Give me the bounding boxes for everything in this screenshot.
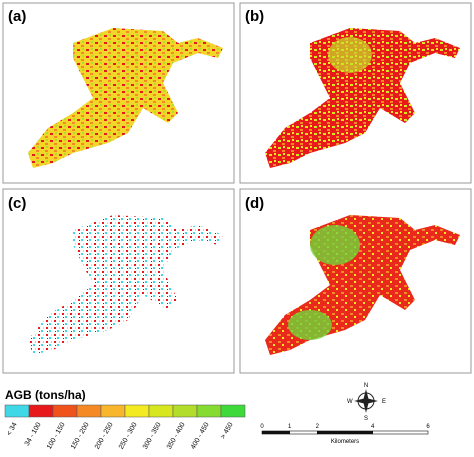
legend-label: 400 - 450 [190, 421, 211, 450]
scale-segment [372, 430, 429, 435]
scale-tick-label: 6 [426, 424, 430, 430]
legend-swatch [76, 404, 102, 418]
compass-star [354, 389, 378, 413]
scale-segment [261, 430, 290, 435]
legend-label: < 34 [6, 421, 19, 437]
scale-bar: 0 1 2 4 6 Kilometers [260, 424, 430, 445]
legend-label: 300 - 350 [142, 421, 163, 450]
compass-n: N [364, 383, 368, 389]
scale-segment [289, 430, 318, 435]
legend-swatch [28, 404, 54, 418]
legend: < 34 34 - 100 100 - 150 150 - 200 200 - 250 2… [4, 404, 246, 451]
legend-title: AGB (tons/ha) [5, 388, 86, 402]
scale-tick-label: 1 [288, 424, 292, 430]
legend-label: 100 - 150 [46, 421, 67, 450]
legend-swatch [148, 404, 174, 418]
panel-label: (c) [8, 195, 26, 212]
map-patch [310, 225, 360, 265]
panel-c: (c) [2, 188, 235, 374]
legend-swatch [124, 404, 150, 418]
legend-swatch [172, 404, 198, 418]
legend-swatch [4, 404, 30, 418]
legend-swatch [100, 404, 126, 418]
legend-label: 250 - 300 [118, 421, 139, 450]
panel-a: (a) [2, 2, 235, 184]
panel-d: (d) [239, 188, 472, 374]
panel-label: (d) [245, 195, 264, 212]
legend-label: 350 - 400 [166, 421, 187, 450]
map-patch [328, 37, 372, 73]
scale-segment [317, 430, 373, 435]
legend-label: 200 - 250 [94, 421, 115, 450]
compass-w: W [347, 399, 353, 405]
legend-swatch [196, 404, 222, 418]
compass: N S E W [347, 383, 386, 422]
legend-label: 150 - 200 [70, 421, 91, 450]
legend-swatch [220, 404, 246, 418]
scale-unit: Kilometers [331, 439, 359, 445]
map-patch [288, 310, 332, 340]
scale-tick-label: 0 [260, 424, 264, 430]
legend-label: 34 - 100 [24, 421, 43, 447]
compass-s: S [364, 416, 368, 422]
scale-tick-label: 2 [316, 424, 320, 430]
scale-tick-label: 4 [371, 424, 375, 430]
compass-e: E [382, 399, 386, 405]
panel-b: (b) [239, 2, 472, 184]
panel-label: (b) [245, 8, 264, 25]
panel-label: (a) [8, 8, 26, 25]
legend-swatch [52, 404, 78, 418]
legend-label: > 450 [220, 421, 235, 440]
